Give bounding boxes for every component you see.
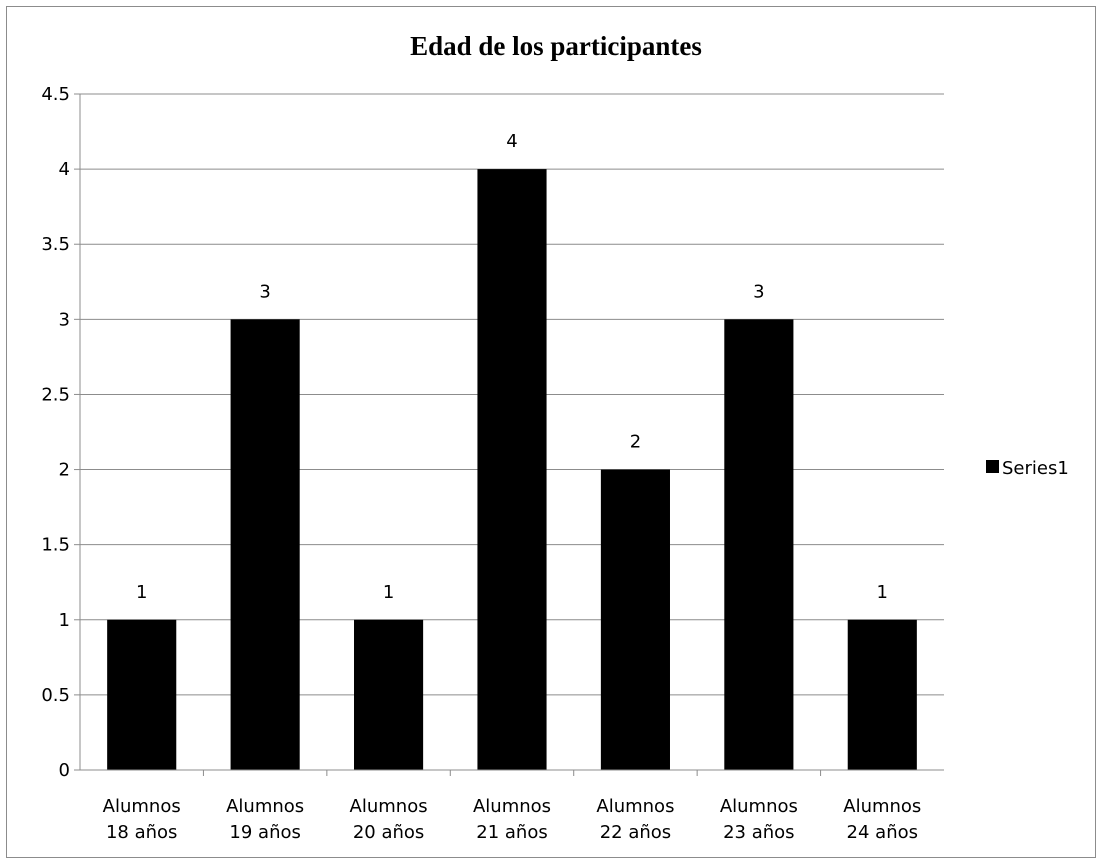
data-label: 1 (877, 582, 888, 603)
bar (354, 619, 424, 770)
bar (847, 619, 917, 770)
y-tick-label: 0 (59, 760, 70, 781)
bar (724, 319, 794, 770)
x-tick-label: Alumnos 22 años (596, 796, 674, 843)
y-tick-label: 3.5 (41, 234, 70, 255)
bar (477, 169, 547, 771)
data-labels: 1 3 1 4 2 3 1 (136, 131, 888, 603)
bars (107, 169, 917, 771)
x-tick-label: Alumnos 23 años (720, 796, 798, 843)
data-label: 3 (259, 281, 270, 302)
bar (230, 319, 300, 770)
y-tick-label: 1.5 (41, 535, 70, 556)
x-axis-categories: Alumnos 18 años Alumnos 19 años Alumnos 20 añ… (103, 796, 922, 843)
y-tick-label: 4 (59, 159, 70, 180)
legend: Series1 (986, 458, 1069, 479)
x-tick-label: Alumnos 18 años (103, 796, 181, 843)
data-label: 2 (630, 432, 641, 453)
y-tick-label: 2 (59, 460, 70, 481)
x-tick-label: Alumnos 24 años (843, 796, 921, 843)
legend-label-series1: Series1 (1002, 458, 1069, 479)
data-label: 3 (753, 281, 764, 302)
y-tick-label: 1 (59, 610, 70, 631)
y-axis-ticks: 0 0.5 1 1.5 2 2.5 3 3.5 4 4.5 (41, 84, 70, 781)
legend-swatch-series1 (986, 460, 999, 473)
bar (107, 619, 177, 770)
data-label: 1 (383, 582, 394, 603)
bar (600, 469, 670, 770)
y-tick-label: 0.5 (41, 685, 70, 706)
chart-title: Edad de los participantes (410, 31, 702, 61)
y-tick-label: 4.5 (41, 84, 70, 105)
data-label: 1 (136, 582, 147, 603)
x-tick-label: Alumnos 21 años (473, 796, 551, 843)
y-tick-label: 3 (59, 309, 70, 330)
x-tick-label: Alumnos 19 años (226, 796, 304, 843)
x-tick-label: Alumnos 20 años (350, 796, 428, 843)
data-label: 4 (506, 131, 517, 152)
y-tick-label: 2.5 (41, 384, 70, 405)
